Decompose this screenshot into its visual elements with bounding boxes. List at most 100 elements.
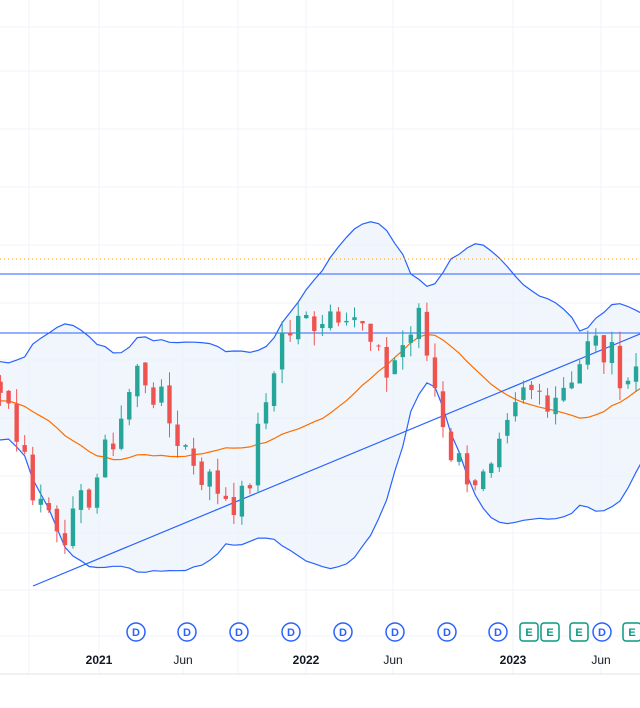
candle-body (633, 366, 639, 382)
event-marker-label: D (287, 627, 295, 639)
dividend-marker[interactable]: D (177, 622, 197, 642)
x-tick-label: Jun (383, 653, 402, 667)
candle-body (376, 345, 381, 347)
candle-body (175, 424, 180, 446)
candle-body (384, 346, 389, 378)
candle-body (135, 365, 140, 397)
candle-body (86, 489, 92, 508)
candle-body (191, 448, 196, 466)
candle-body (287, 332, 293, 336)
earnings-marker[interactable]: E (540, 622, 560, 642)
candle-body (231, 497, 237, 516)
dividend-marker[interactable]: D (437, 622, 457, 642)
candle-body (344, 320, 349, 323)
candles-group (0, 302, 639, 554)
candle-body (255, 423, 261, 486)
trendline[interactable] (32, 333, 640, 587)
candle-body (561, 387, 566, 401)
dividend-marker[interactable]: D (592, 622, 612, 642)
event-marker-label: D (339, 627, 347, 639)
candle-body (505, 419, 510, 436)
bollinger-lower-band (0, 382, 640, 573)
candle-body (585, 341, 590, 365)
candle-body (513, 402, 518, 417)
dividend-marker[interactable]: D (126, 622, 146, 642)
candle-body (62, 533, 68, 546)
candle-body (577, 364, 582, 384)
candle-body (30, 454, 35, 501)
candle-body (408, 334, 414, 343)
event-marker-label: E (525, 627, 532, 639)
candle-body (352, 317, 357, 321)
dividend-marker[interactable]: D (229, 622, 249, 642)
candle-body (601, 335, 607, 363)
x-axis-ticks: 2021 Jun 2022 Jun 2023 Jun (86, 653, 611, 667)
event-marker-label: E (575, 627, 582, 639)
candle-body (609, 342, 615, 364)
candle-body (295, 315, 301, 340)
candle-body (70, 508, 76, 547)
x-tick-label: 2023 (500, 653, 527, 667)
candle-body (320, 323, 325, 329)
candle-body (151, 387, 156, 405)
candle-body (6, 390, 11, 404)
bollinger-upper-band (0, 221, 640, 364)
candle-body (360, 320, 365, 324)
x-tick-label: 2021 (86, 653, 113, 667)
candle-body (368, 323, 373, 342)
event-marker-label: D (598, 627, 606, 639)
candle-body (159, 386, 164, 403)
candle-body (481, 471, 486, 490)
dividend-marker[interactable]: D (281, 622, 301, 642)
candle-body (424, 311, 430, 356)
candle-body (537, 390, 542, 392)
candle-body (239, 485, 245, 517)
event-marker-label: D (235, 627, 243, 639)
candle-body (312, 316, 317, 331)
candle-body (14, 403, 19, 442)
dividend-marker[interactable]: D (385, 622, 405, 642)
candle-body (416, 307, 422, 340)
dividend-marker[interactable]: D (333, 622, 353, 642)
earnings-marker[interactable]: E (622, 622, 640, 642)
bollinger-basis-line (0, 333, 640, 461)
candle-body (617, 345, 623, 389)
candle-body (46, 503, 52, 511)
candle-body (94, 477, 100, 508)
candle-body (448, 431, 454, 461)
candle-body (127, 392, 132, 420)
earnings-marker[interactable]: E (569, 622, 589, 642)
candle-body (38, 498, 43, 505)
candle-body (553, 397, 558, 415)
candle-body (625, 380, 631, 385)
candle-body (167, 385, 172, 424)
bollinger-band-fill (0, 221, 640, 573)
candle-body (432, 357, 438, 389)
earnings-marker[interactable]: E (519, 622, 539, 642)
candle-body (223, 495, 228, 499)
event-marker-label: E (628, 627, 635, 639)
candle-body (336, 311, 341, 323)
candle-body (0, 381, 3, 393)
candle-body (271, 373, 277, 407)
event-marker-label: E (546, 627, 553, 639)
candle-body (119, 418, 124, 449)
dividend-marker[interactable]: D (488, 622, 508, 642)
candle-body (78, 490, 84, 510)
candle-body (328, 311, 333, 329)
candle-body (569, 382, 574, 389)
candle-body (489, 463, 494, 473)
x-tick-label: 2022 (293, 653, 320, 667)
candle-body (215, 470, 220, 494)
candle-body (497, 438, 502, 468)
candle-body (456, 453, 462, 462)
candle-body (247, 485, 253, 489)
candle-body (207, 471, 212, 487)
event-marker-label: D (443, 627, 451, 639)
candle-body (593, 335, 599, 346)
candle-body (392, 360, 397, 375)
x-tick-label: Jun (591, 653, 610, 667)
candle-body (521, 387, 526, 400)
candle-body (279, 332, 285, 370)
